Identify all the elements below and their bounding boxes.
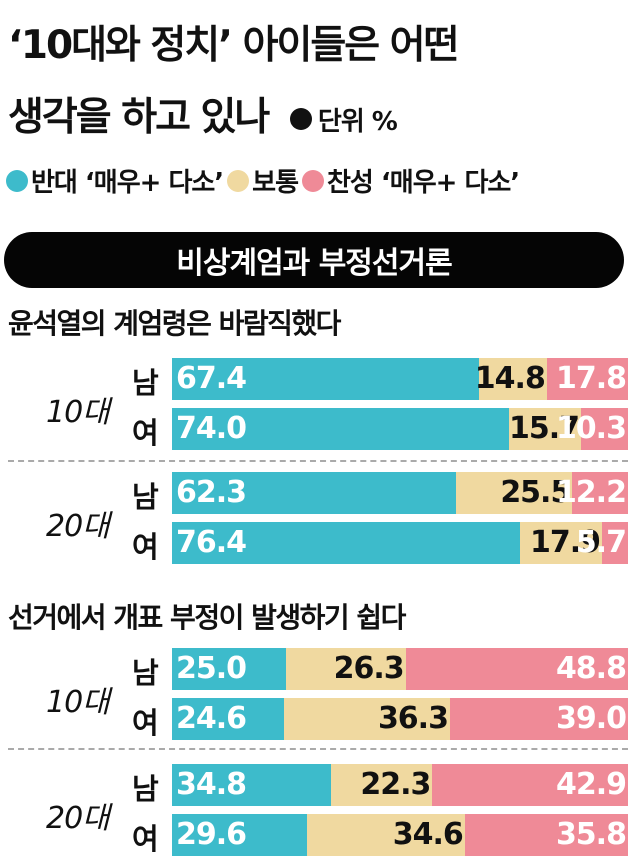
stacked-bar: 25.0 26.3 48.8 — [172, 648, 628, 690]
bar-segment-oppose: 34.8 — [172, 764, 331, 806]
data-label-oppose: 67.4 — [176, 361, 247, 396]
sex-label: 남 — [132, 366, 159, 400]
bar-segment-neutral: 34.6 — [306, 814, 465, 856]
data-label-oppose: 25.0 — [176, 651, 247, 686]
bar-segment-neutral: 17.9 — [520, 522, 602, 564]
stacked-bar: 62.3 25.5 12.2 — [172, 472, 628, 514]
bar-segment-oppose: 67.4 — [172, 358, 480, 400]
sex-label: 여 — [132, 706, 159, 740]
group-divider — [8, 460, 628, 462]
bar-segment-oppose: 29.6 — [172, 814, 307, 856]
bar-segment-favor: 35.8 — [464, 814, 628, 856]
bar-segment-oppose: 24.6 — [172, 698, 285, 740]
data-label-oppose: 74.0 — [176, 411, 247, 446]
bar-segment-favor: 48.8 — [405, 648, 628, 690]
sex-label: 남 — [132, 772, 159, 806]
data-label-favor: 39.0 — [555, 701, 627, 736]
legend-label-favor: 찬성 ‘매우+ 다소’ — [327, 168, 520, 198]
data-label-neutral: 34.6 — [392, 817, 464, 852]
age-label: 10대 — [46, 395, 110, 430]
sex-label: 남 — [132, 656, 159, 690]
bar-segment-neutral: 14.8 — [475, 358, 547, 400]
legend-swatch-neutral — [227, 169, 250, 192]
legend-swatch-favor — [302, 169, 325, 192]
data-label-favor: 48.8 — [555, 651, 627, 686]
section-banner: 비상계엄과 부정선거론 — [4, 232, 624, 288]
stacked-bar: 76.4 17.9 5.7 — [172, 522, 628, 564]
bar-segment-oppose: 62.3 — [172, 472, 457, 514]
data-label-oppose: 76.4 — [176, 525, 247, 560]
data-label-favor: 17.8 — [555, 361, 627, 396]
age-label: 20대 — [46, 801, 110, 836]
data-label-oppose: 34.8 — [176, 767, 247, 802]
chart-title-line2: 생각을 하고 있나 단위 % — [8, 86, 398, 142]
data-label-favor: 5.7 — [575, 525, 627, 560]
bar-segment-favor: 5.7 — [576, 522, 628, 564]
stacked-bar: 34.8 22.3 42.9 — [172, 764, 628, 806]
data-label-neutral: 17.9 — [529, 525, 601, 560]
data-label-oppose: 62.3 — [176, 475, 247, 510]
chart-1-title: 윤석열의 계엄령은 바람직했다 — [8, 307, 341, 340]
data-label-neutral: 22.3 — [360, 767, 431, 802]
bar-segment-favor: 17.8 — [546, 358, 628, 400]
legend-label-oppose: 반대 ‘매우+ 다소’ — [31, 168, 224, 198]
bar-segment-favor: 12.2 — [556, 472, 628, 514]
bar-segment-oppose: 74.0 — [172, 408, 510, 450]
bar-segment-neutral: 25.5 — [456, 472, 573, 514]
data-label-neutral: 25.5 — [500, 475, 571, 510]
bar-segment-favor: 42.9 — [432, 764, 628, 806]
data-label-neutral: 14.8 — [474, 361, 546, 396]
bar-segment-neutral: 26.3 — [285, 648, 406, 690]
stacked-bar: 74.0 15.7 10.3 — [172, 408, 628, 450]
stacked-bar: 67.4 14.8 17.8 — [172, 358, 628, 400]
chart-title-line1: ‘10대와 정치’ 아이들은 어떤 — [8, 23, 459, 68]
legend-label-neutral: 보통 — [252, 168, 299, 198]
legend-swatch-oppose — [6, 169, 28, 192]
data-label-favor: 12.2 — [555, 475, 627, 510]
legend-item-favor: 찬성 ‘매우+ 다소’ — [302, 162, 520, 199]
data-label-oppose: 29.6 — [176, 817, 247, 852]
stacked-bar: 29.6 34.6 35.8 — [172, 814, 628, 856]
chart-2-title: 선거에서 개표 부정이 발생하기 쉽다 — [8, 601, 406, 634]
legend-item-oppose: 반대 ‘매우+ 다소’ — [6, 162, 224, 199]
age-label: 20대 — [46, 509, 110, 544]
legend: 반대 ‘매우+ 다소’ 보통 찬성 ‘매우+ 다소’ — [6, 162, 523, 199]
sex-label: 여 — [132, 530, 159, 564]
bar-segment-neutral: 15.7 — [508, 408, 582, 450]
data-label-neutral: 15.7 — [508, 411, 580, 446]
bar-segment-favor: 39.0 — [449, 698, 628, 740]
bar-segment-oppose: 25.0 — [172, 648, 286, 690]
bar-segment-oppose: 76.4 — [172, 522, 521, 564]
bar-segment-neutral: 22.3 — [330, 764, 433, 806]
sex-label: 여 — [132, 416, 159, 450]
age-label: 10대 — [46, 685, 110, 720]
sex-label: 여 — [132, 822, 159, 856]
data-label-favor: 42.9 — [555, 767, 627, 802]
group-divider — [8, 748, 628, 750]
unit-label: 단위 % — [289, 101, 398, 138]
sex-label: 남 — [132, 480, 159, 514]
data-label-favor: 35.8 — [555, 817, 627, 852]
legend-item-neutral: 보통 — [227, 162, 299, 199]
unit-text: 단위 % — [317, 106, 398, 137]
data-label-neutral: 26.3 — [333, 651, 405, 686]
bar-segment-favor: 10.3 — [556, 408, 628, 450]
unit-dot-icon — [289, 108, 312, 130]
data-label-neutral: 36.3 — [377, 701, 449, 736]
bar-segment-neutral: 36.3 — [284, 698, 450, 740]
data-label-oppose: 24.6 — [176, 701, 247, 736]
stacked-bar: 24.6 36.3 39.0 — [172, 698, 628, 740]
data-label-favor: 10.3 — [555, 411, 627, 446]
chart-title-line2-text: 생각을 하고 있나 — [8, 95, 270, 140]
